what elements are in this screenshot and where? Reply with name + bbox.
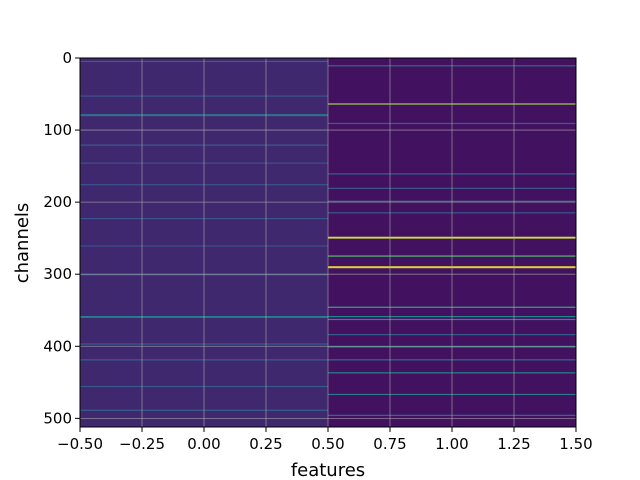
- x-tick-label: 1.00: [435, 435, 468, 453]
- x-tick-label: 0.25: [249, 435, 282, 453]
- y-tick-label: 500: [43, 409, 72, 427]
- y-axis-label: channels: [12, 203, 33, 284]
- x-tick-label: 0.50: [311, 435, 344, 453]
- x-tick-label: 1.50: [559, 435, 592, 453]
- y-tick-label: 400: [43, 337, 72, 355]
- y-tick-label: 300: [43, 265, 72, 283]
- y-tick-label: 100: [43, 121, 72, 139]
- x-tick-label: −0.25: [119, 435, 165, 453]
- x-axis-ticks: −0.50 −0.25 0.00 0.25 0.50 0.75 1.00 1.25 1.50: [57, 427, 593, 453]
- x-axis-label: features: [291, 460, 365, 480]
- y-axis-ticks: 0 100 200 300 400 500: [43, 49, 80, 427]
- x-tick-label: 0.75: [373, 435, 406, 453]
- x-tick-label: −0.50: [57, 435, 103, 453]
- x-tick-label: 1.25: [497, 435, 530, 453]
- x-tick-label: 0.00: [187, 435, 220, 453]
- y-tick-label: 0: [62, 49, 72, 67]
- y-tick-label: 200: [43, 193, 72, 211]
